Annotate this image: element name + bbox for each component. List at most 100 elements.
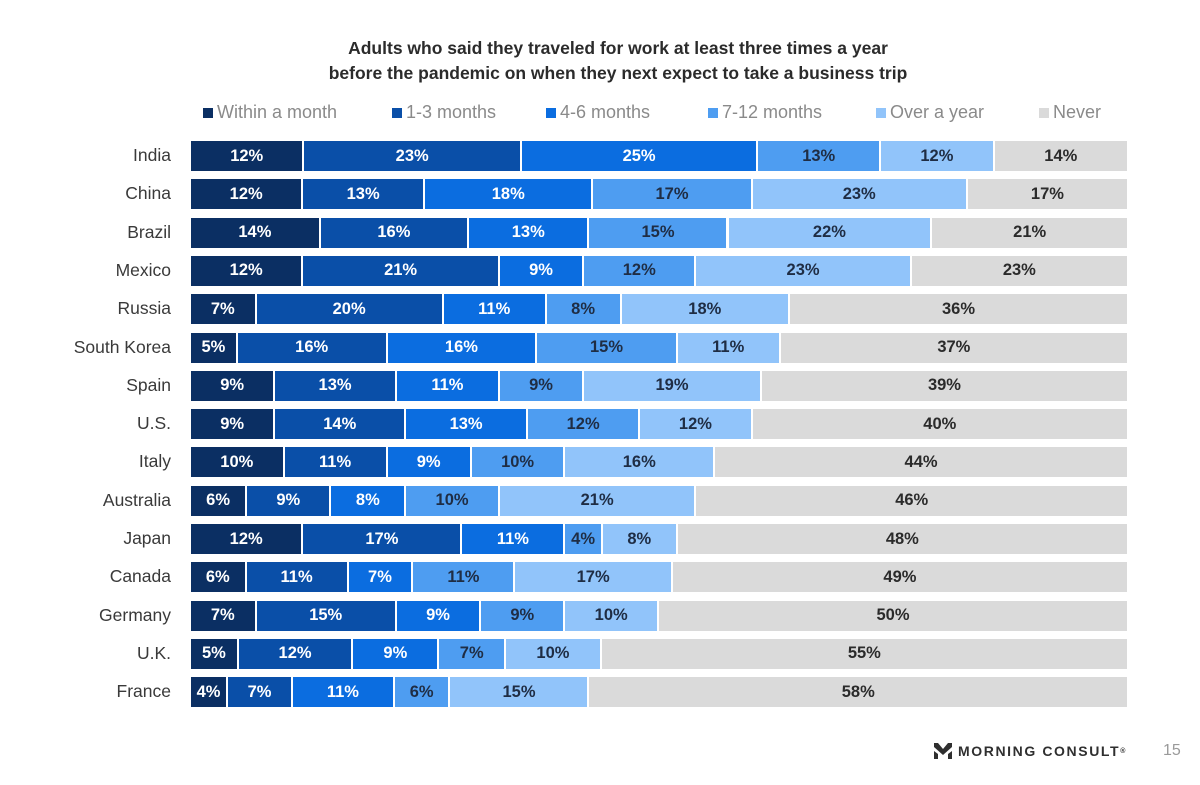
data-label: 15%: [502, 682, 536, 701]
data-label: 36%: [941, 299, 976, 318]
category-label: Russia: [117, 298, 172, 319]
data-label: 13%: [511, 223, 545, 242]
bar-segment: 17%: [967, 179, 1127, 210]
bar-segment: 9%: [191, 409, 276, 440]
legend-item: Over a year: [876, 102, 984, 123]
data-label: 10%: [435, 491, 469, 510]
bar-segment: 10%: [565, 600, 659, 631]
bar-segment: 7%: [348, 562, 414, 593]
data-label: 21%: [384, 261, 418, 280]
data-label: 12%: [622, 261, 656, 280]
data-label: 9%: [510, 606, 535, 625]
legend-swatch: [708, 107, 718, 118]
bar-segment: 19%: [584, 370, 762, 401]
data-label: 50%: [876, 606, 910, 625]
bar-segment: 4%: [191, 677, 229, 708]
data-label: 11%: [712, 338, 745, 356]
category-label: Brazil: [127, 221, 171, 242]
data-label: 15%: [309, 606, 343, 625]
bar-segment: 50%: [659, 600, 1127, 631]
data-label: 40%: [923, 414, 957, 433]
data-label: 55%: [847, 644, 881, 663]
bar-segment: 11%: [246, 562, 349, 593]
data-label: 21%: [1013, 223, 1047, 242]
data-label: 37%: [937, 338, 971, 356]
bar-segment: 5%: [191, 638, 239, 669]
bar-segment: 16%: [565, 447, 716, 478]
bar-segment: 15%: [589, 217, 729, 248]
bar-segment: 14%: [994, 141, 1127, 171]
data-label: 17%: [1030, 184, 1064, 203]
data-label: 17%: [576, 567, 610, 586]
bar-segment: 9%: [191, 370, 276, 401]
data-label: 6%: [205, 567, 230, 586]
data-label: 8%: [571, 299, 596, 318]
data-label: 14%: [323, 414, 357, 433]
legend-label: 1-3 months: [406, 102, 497, 122]
data-label: 9%: [529, 261, 553, 280]
bar-segment: 13%: [469, 217, 590, 248]
data-label: 15%: [641, 223, 675, 242]
bar-segment: 22%: [728, 217, 933, 248]
bar-segment: 20%: [256, 294, 444, 325]
legend-label: Within a month: [217, 102, 338, 122]
data-label: 8%: [627, 529, 652, 548]
data-label: 25%: [622, 146, 656, 165]
category-label: Canada: [109, 566, 171, 587]
bar-segment: 21%: [932, 217, 1127, 248]
data-label: 9%: [426, 606, 450, 625]
bar-segment: 9%: [499, 370, 585, 401]
category-label: Australia: [102, 489, 171, 510]
legend-item: 4-6 months: [546, 102, 650, 123]
bar-segment: 11%: [292, 677, 395, 708]
bar-segment: 36%: [790, 294, 1127, 325]
bar-segment: 9%: [353, 638, 440, 669]
bar-segment: 23%: [752, 179, 968, 210]
data-label: 9%: [383, 644, 408, 663]
bar-segment: 17%: [303, 524, 463, 554]
data-label: 39%: [927, 376, 961, 395]
data-label: 23%: [842, 184, 876, 203]
data-label: 48%: [885, 529, 919, 548]
bar-segment: 17%: [593, 179, 753, 210]
data-label: 14%: [1044, 146, 1078, 165]
bar-segment: 9%: [499, 255, 585, 286]
bar-segment: 21%: [303, 255, 500, 286]
bar-segment: 7%: [191, 600, 257, 631]
bar-segment: 7%: [191, 294, 257, 325]
bar-segment: 40%: [752, 409, 1127, 440]
category-label: China: [125, 183, 171, 204]
data-label: 9%: [276, 491, 301, 510]
bar-segment: 18%: [425, 179, 594, 210]
bar-segment: 13%: [275, 370, 397, 401]
bar-segment: 12%: [527, 409, 641, 440]
data-label: 5%: [201, 644, 226, 663]
data-label: 7%: [210, 606, 235, 625]
data-label: 58%: [841, 682, 875, 701]
bar-segment: 11%: [677, 332, 781, 363]
data-label: 16%: [295, 338, 329, 356]
bar-segment: 48%: [677, 524, 1127, 554]
bar-segment: 58%: [589, 677, 1127, 708]
bar-segment: 46%: [696, 485, 1127, 516]
category-label: India: [133, 145, 171, 165]
bar-segment: 11%: [396, 370, 500, 401]
legend-label: 4-6 months: [560, 102, 651, 122]
legend-swatch: [392, 107, 402, 118]
bar-segment: 12%: [191, 141, 305, 171]
bar-segment: 18%: [621, 294, 791, 325]
data-label: 17%: [365, 529, 399, 548]
data-label: 12%: [230, 146, 264, 165]
bar-segment: 7%: [439, 638, 507, 669]
brand-name: MORNING CONSULT: [958, 743, 1121, 759]
bar-segment: 13%: [303, 179, 425, 210]
data-label: 23%: [395, 146, 429, 165]
legend-item: 7-12 months: [708, 102, 822, 123]
legend-swatch: [203, 107, 213, 118]
bar-segment: 10%: [406, 485, 500, 516]
data-label: 13%: [318, 376, 352, 395]
bar-segment: 16%: [320, 217, 469, 248]
bar-segment: 12%: [238, 638, 354, 669]
bar-segment: 11%: [443, 294, 547, 325]
legend-swatch: [1039, 107, 1049, 118]
